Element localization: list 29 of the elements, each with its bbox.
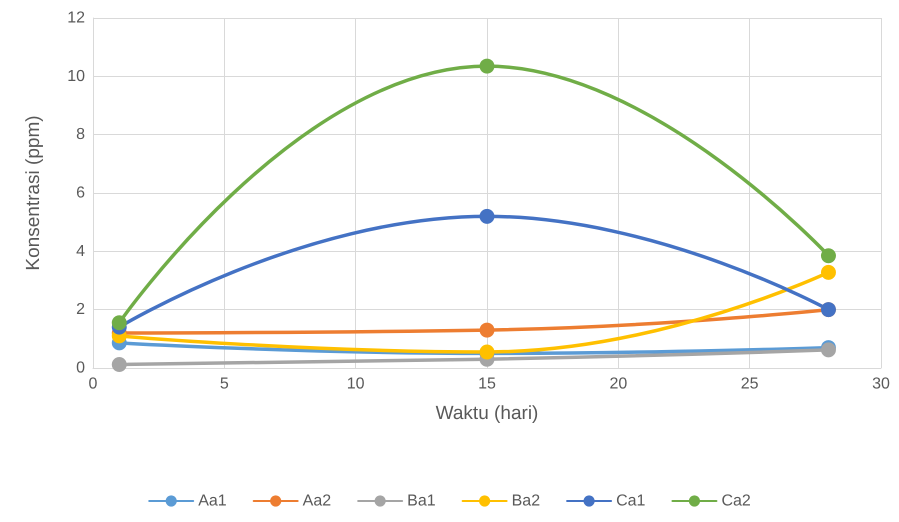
legend-label: Ca1 [616, 492, 646, 510]
point [480, 208, 494, 224]
point [820, 248, 836, 264]
x-tick-label: 10 [346, 376, 365, 392]
x-tick-label: 5 [220, 376, 229, 392]
y-tick-label: 4 [76, 242, 86, 260]
point [112, 315, 127, 330]
y-tick-label: 2 [76, 301, 86, 318]
legend-label: Ba1 [407, 492, 436, 510]
x-tick-label: 0 [88, 376, 98, 392]
x-axis-title: Waktu (hari) [436, 403, 538, 424]
x-tick-label: 15 [478, 376, 496, 392]
point [112, 357, 127, 372]
legend-label: Ba2 [512, 492, 540, 510]
x-tick-label: 30 [872, 376, 890, 392]
y-tick-label: 12 [67, 10, 86, 26]
x-tick-label: 25 [740, 376, 759, 392]
y-tick-label: 6 [76, 184, 86, 202]
y-axis-title: Konsentrasi (ppm) [23, 115, 44, 271]
y-tick-label: 8 [76, 126, 86, 144]
legend-label: Aa2 [302, 492, 332, 510]
legend-label: Ca2 [721, 492, 751, 510]
y-tick-label: 0 [76, 360, 86, 376]
x-tick-label: 20 [609, 376, 628, 392]
legend-label: Aa1 [198, 492, 227, 510]
point [820, 264, 836, 280]
y-tick-label: 10 [67, 68, 86, 85]
point [480, 322, 494, 338]
point [480, 58, 494, 74]
